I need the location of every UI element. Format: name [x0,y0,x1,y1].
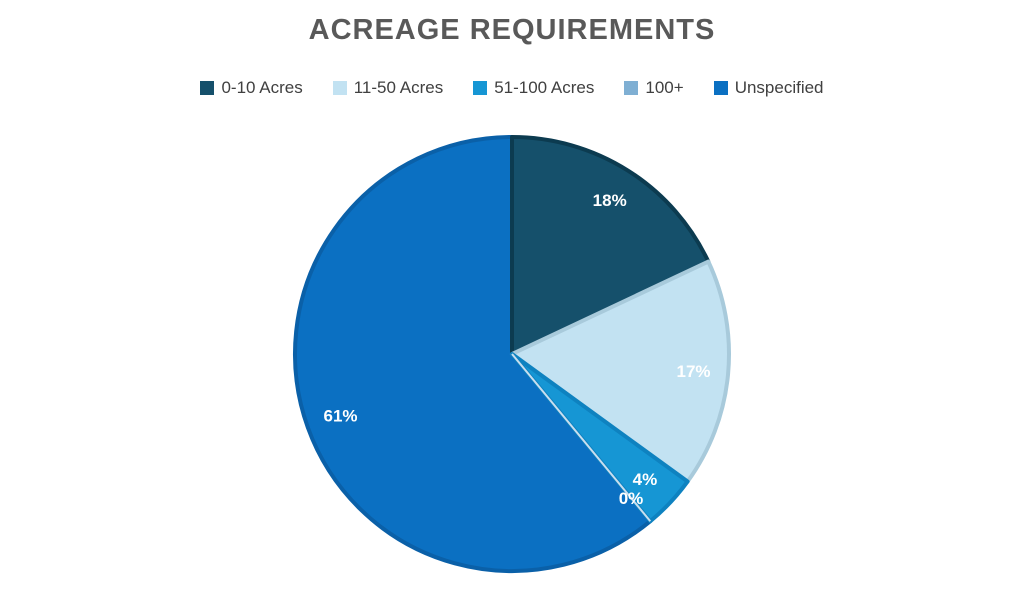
pie-slice-11-50-acres [510,259,731,484]
legend-item-0-10-acres: 0-10 Acres [200,78,303,98]
chart-title: ACREAGE REQUIREMENTS [308,14,716,46]
legend-swatch-icon [200,81,215,95]
legend-swatch-icon [473,81,488,95]
legend-label: Unspecified [734,78,824,97]
legend-item-unspecified: Unspecified [713,78,824,98]
legend-item-11-50-acres: 11-50 Acres [332,78,444,98]
pie-slice-unspecified [293,135,653,573]
chart-legend: 0-10 Acres 11-50 Acres 51-100 Acres 100+ Uns… [0,78,1024,98]
pie-data-label-11-50-acres: 17% [676,362,710,381]
legend-swatch-icon [624,81,639,95]
legend-label: 51-100 Acres [494,78,595,97]
pie-data-label-100: 0% [619,489,644,508]
legend-item-51-100-acres: 51-100 Acres [473,78,594,98]
legend-label: 0-10 Acres [221,78,303,97]
pie-data-label-51-100-acres: 4% [633,470,658,489]
legend-label: 100+ [645,78,684,97]
legend-item-100: 100+ [624,78,684,98]
legend-swatch-icon [713,81,728,95]
legend-swatch-icon [332,81,347,95]
pie-slice-100 [511,353,652,522]
legend-label: 11-50 Acres [353,78,444,97]
pie-data-label-unspecified: 61% [323,407,357,426]
pie-slice-0-10-acres [510,135,711,356]
pie-data-label-0-10-acres: 18% [593,191,627,210]
